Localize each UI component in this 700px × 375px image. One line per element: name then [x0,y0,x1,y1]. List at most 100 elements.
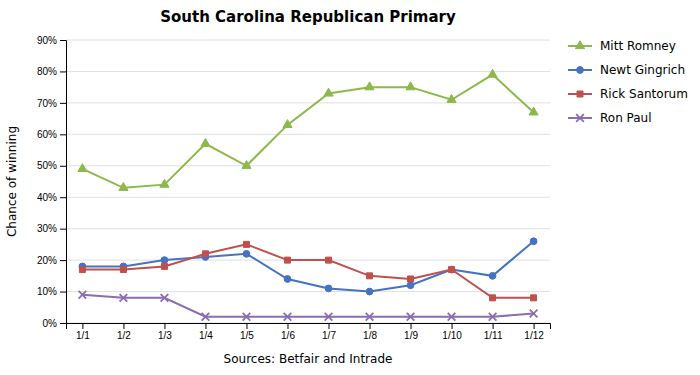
data-point [79,267,85,273]
data-point [367,273,373,279]
x-tick-mark [493,323,494,329]
y-tick: 50% [37,160,66,171]
x-tick-label: 1/9 [404,330,418,341]
x-tick-mark [370,323,371,329]
data-point [120,267,126,273]
series [79,241,536,300]
x-tick-label: 1/4 [199,330,213,341]
data-point [161,263,167,269]
data-point [326,257,332,263]
legend-label: Rick Santorum [600,87,688,101]
legend-item: Rick Santorum [568,87,688,101]
y-tick: 30% [37,223,66,234]
grid [66,40,550,323]
data-point [530,238,537,245]
x-tick-label: 1/7 [322,330,336,341]
x-tick-mark [329,323,330,329]
series-line [82,241,533,291]
x-tick: 1/12 [524,323,544,341]
x-axis: 1/11/21/31/41/51/61/71/81/91/101/111/12 [67,323,551,341]
data-point [407,282,414,289]
y-tick-mark [60,229,66,230]
marks [78,69,538,320]
y-tick-mark [60,260,66,261]
data-point [324,88,333,96]
chart-container: 1/11/21/31/41/51/61/71/81/91/101/111/120… [0,0,700,375]
y-tick-mark [60,103,66,104]
data-point [243,241,249,247]
x-tick-label: 1/10 [442,330,462,341]
data-point [202,251,208,257]
x-axis-line [67,324,551,330]
legend-symbol [577,67,584,74]
legend-item: Mitt Romney [568,39,676,53]
grid-line [66,71,550,72]
data-point [449,267,455,273]
data-point [243,313,251,321]
data-point [406,82,415,90]
data-point [202,313,210,321]
series-line [82,244,533,297]
x-tick: 1/9 [404,323,418,341]
data-point [488,69,497,77]
x-tick-mark [287,323,288,329]
y-tick-label: 40% [37,192,57,203]
data-point [530,310,538,318]
x-tick: 1/8 [363,323,377,341]
x-tick: 1/5 [240,323,254,341]
grid-line [66,197,550,198]
series [79,238,537,295]
legend-symbol [576,114,584,122]
x-tick: 1/11 [484,323,503,341]
data-point [366,313,374,321]
grid-line [66,40,550,41]
y-tick-label: 30% [37,223,57,234]
x-tick-label: 1/2 [117,330,131,341]
y-tick-label: 20% [37,255,57,266]
data-point [365,82,374,90]
title: South Carolina Republican Primary [160,8,456,26]
data-point [119,183,128,191]
x-tick-label: 1/3 [158,330,172,341]
legend-symbol [577,91,583,97]
y-tick: 0% [43,318,66,329]
y-tick: 10% [37,286,66,297]
data-point [242,161,251,169]
y-tick-label: 60% [37,129,57,140]
grid-line [66,165,550,166]
data-point [448,266,455,273]
y-tick-label: 80% [37,66,57,77]
y-tick-mark [60,40,66,41]
x-tick-mark [534,323,535,329]
data-point [489,272,496,279]
x-tick-label: 1/1 [76,330,90,341]
data-point [120,294,128,302]
data-point [529,107,538,115]
x-tick-mark [411,323,412,329]
data-point [284,257,290,263]
series-line [82,75,533,188]
x-tick-mark [123,323,124,329]
plot: 1/11/21/31/41/51/61/71/81/91/101/111/120… [37,35,551,341]
data-point [160,179,169,187]
series [78,69,538,190]
data-point [408,276,414,282]
legend: Mitt Romney Newt Gingrich Rick Santorum Ron… [568,39,688,125]
legend-item: Newt Gingrich [568,63,685,77]
x-tick-mark [452,323,453,329]
x-tick-label: 1/8 [363,330,377,341]
data-point [366,288,373,295]
chart-svg: 1/11/21/31/41/51/61/71/81/91/101/111/120… [0,0,700,375]
legend-item: Ron Paul [568,111,652,125]
x-axis-title: Sources: Betfair and Intrade [224,352,393,366]
data-point [490,295,496,301]
y-tick: 70% [37,98,66,109]
x-tick-label: 1/5 [240,330,254,341]
data-point [243,250,250,257]
y-tick: 20% [37,255,66,266]
y-tick-mark [60,71,66,72]
x-tick-mark [164,323,165,329]
series-line [82,295,533,317]
grid-line [66,134,550,135]
x-tick: 1/10 [442,323,462,341]
